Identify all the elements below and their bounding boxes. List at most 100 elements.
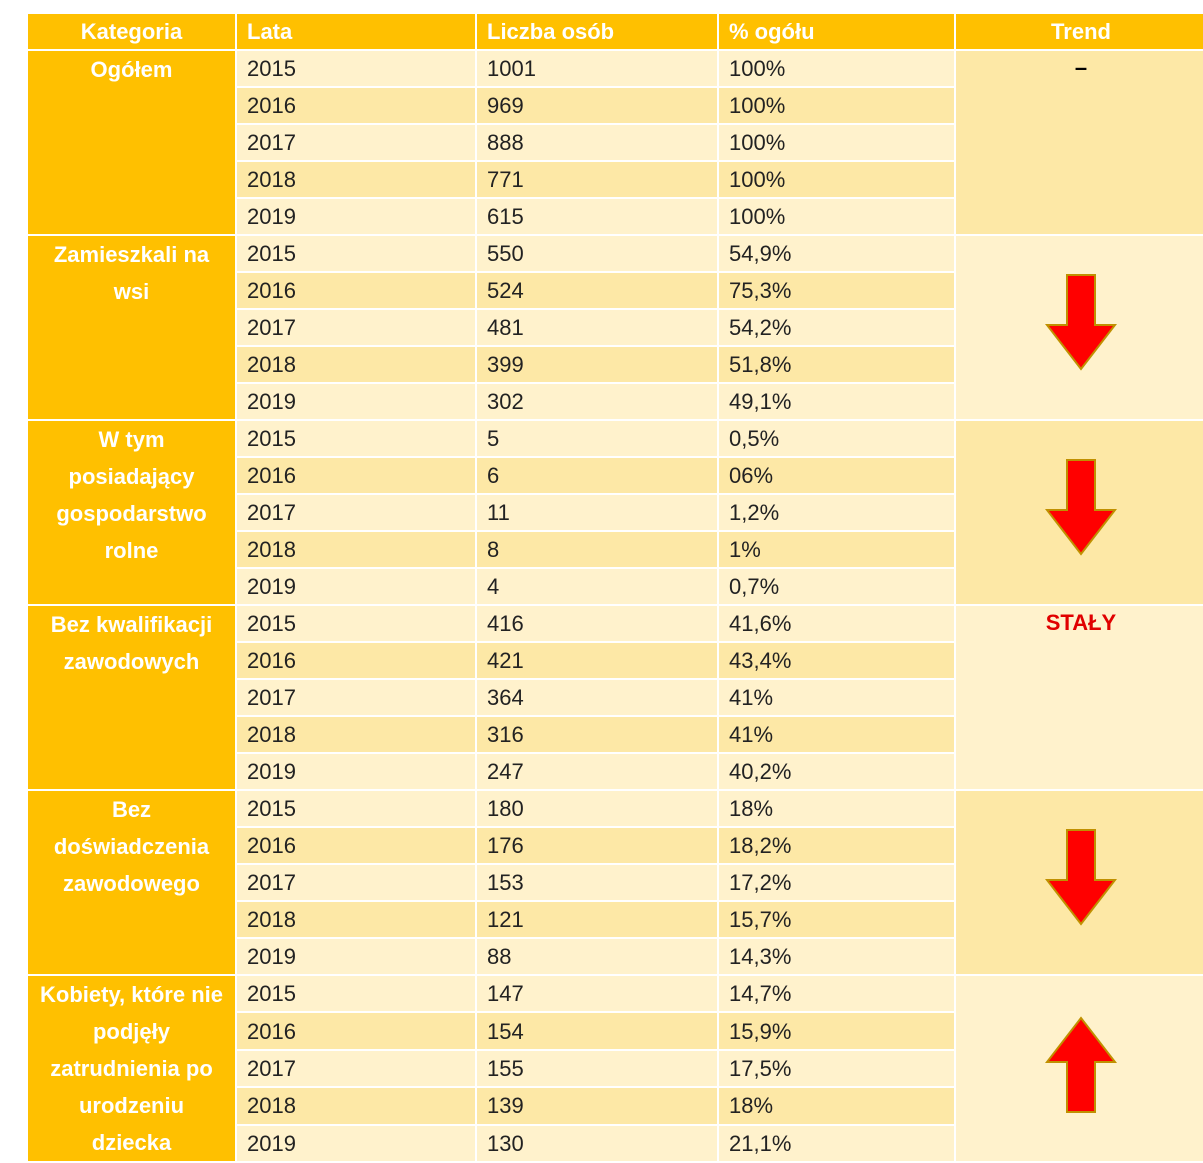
trend-cell [954,789,1203,976]
data-cell: 969 [475,86,719,125]
data-cell: 2015 [235,973,477,1014]
table-row: Ogółem 2015 1001 100% – [26,49,1203,236]
table-body: Ogółem 2015 1001 100% –2016 969 100% 2017 888 100… [26,49,1203,1163]
data-cell: 139 [475,1086,719,1126]
data-cell: 524 [475,271,719,310]
data-cell: 121 [475,900,719,939]
data-cell: 2015 [235,419,477,458]
table-row: Bez kwalifikacji zawodowych 2015 416 41,6% S… [26,604,1203,791]
table-row: 2018 121 15,7% [27,900,1203,939]
table-row: 2016 176 18,2% [27,826,1203,865]
data-cell: 2015 [235,789,477,828]
data-cell: 2019 [235,382,477,421]
data-cell: 1% [717,530,956,569]
trend-cell: – [954,49,1203,236]
data-cell: 130 [475,1123,719,1163]
data-cell: 17,2% [717,863,956,902]
category-cell: Bez kwalifikacji zawodowych [26,604,237,791]
table-row: 2018 139 18% [27,1086,1203,1126]
table-row: 2019 130 21,1% [27,1123,1203,1163]
table-row: 2017 11 1,2% [27,493,1203,532]
table-row: 2019 302 49,1% [27,382,1203,421]
data-cell: 155 [475,1048,719,1089]
data-cell: 6 [475,456,719,495]
table-row: 2016 6 06% [27,456,1203,495]
table-row: 2018 399 51,8% [27,345,1203,384]
data-cell: 2018 [235,530,477,569]
header-cell: Kategoria [26,12,237,51]
data-cell: 41% [717,678,956,717]
data-cell: 2016 [235,456,477,495]
data-cell: 21,1% [717,1123,956,1163]
table-row: 2016 421 43,4% [27,641,1203,680]
category-cell: Bez doświadczenia zawodowego [26,789,237,976]
data-cell: 100% [717,123,956,162]
data-cell: 247 [475,752,719,791]
data-cell: 15,7% [717,900,956,939]
data-cell: 481 [475,308,719,347]
data-cell: 100% [717,160,956,199]
data-cell: 2019 [235,197,477,236]
data-cell: 88 [475,937,719,976]
data-cell: 2019 [235,567,477,606]
data-cell: 51,8% [717,345,956,384]
data-cell: 2017 [235,678,477,717]
data-cell: 41% [717,715,956,754]
data-cell: 17,5% [717,1048,956,1089]
data-cell: 2018 [235,715,477,754]
data-cell: 100% [717,86,956,125]
data-cell: 2017 [235,493,477,532]
data-cell: 4 [475,567,719,606]
category-cell: Kobiety, które nie podjęły zatrudnienia … [26,974,237,1163]
data-cell: 11 [475,493,719,532]
data-cell: 8 [475,530,719,569]
data-cell: 2017 [235,1048,477,1089]
data-cell: 18% [717,1086,956,1126]
data-cell: 2019 [235,1123,477,1163]
data-cell: 2016 [235,826,477,865]
data-cell: 399 [475,345,719,384]
data-cell: 2015 [235,604,477,643]
header-cell: Lata [235,12,477,51]
data-cell: 2016 [235,1011,477,1051]
data-cell: 100% [717,197,956,236]
table-row: Kobiety, które nie podjęły zatrudnienia … [26,973,1203,1163]
table-row: 2017 364 41% [27,678,1203,717]
header-cell: Trend [954,12,1203,51]
table-row: 2016 969 100% [27,86,1203,125]
table-row: 2019 615 100% [27,197,1203,236]
table-row: 2016 524 75,3% [27,271,1203,310]
data-cell: 421 [475,641,719,680]
table-row: 2018 771 100% [27,160,1203,199]
data-cell: 154 [475,1011,719,1051]
data-cell: 14,7% [717,973,956,1014]
data-cell: 41,6% [717,604,956,643]
data-cell: 550 [475,234,719,273]
data-cell: 180 [475,789,719,828]
table-row: 2017 888 100% [27,123,1203,162]
data-cell: 18,2% [717,826,956,865]
trend-cell [954,419,1203,606]
data-cell: 54,9% [717,234,956,273]
data-cell: 49,1% [717,382,956,421]
data-table: Kategoria Lata Liczba osób % ogółu Trend… [26,12,1203,1163]
table-row: Bez doświadczenia zawodowego 2015 180 18% [26,789,1203,976]
data-cell: 147 [475,973,719,1014]
data-cell: 2019 [235,937,477,976]
table-row: 2018 8 1% [27,530,1203,569]
trend-arrow [1044,274,1118,371]
table-row: Zamieszkali na wsi 2015 550 54,9% [26,234,1203,421]
trend-cell [954,234,1203,421]
data-cell: 14,3% [717,937,956,976]
table-row: 2019 88 14,3% [27,937,1203,976]
data-cell: 2018 [235,1086,477,1126]
data-cell: 1001 [475,49,719,88]
table-row: 2017 155 17,5% [27,1048,1203,1089]
data-cell: 0,5% [717,419,956,458]
trend-arrow [1044,1016,1118,1113]
data-cell: 75,3% [717,271,956,310]
data-cell: 2016 [235,86,477,125]
data-cell: 100% [717,49,956,88]
data-cell: 5 [475,419,719,458]
data-cell: 18% [717,789,956,828]
